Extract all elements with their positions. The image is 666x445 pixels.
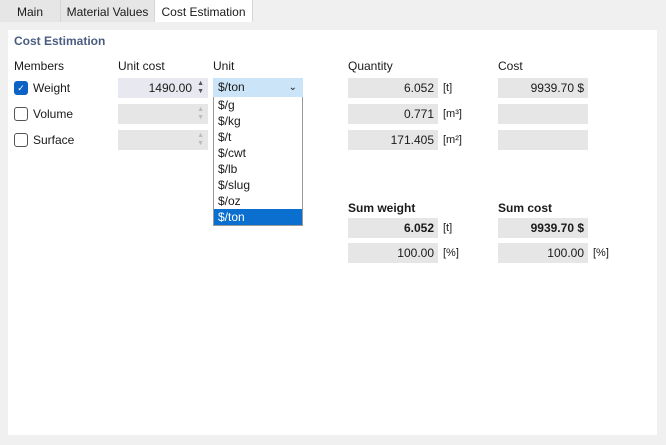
sum-weight-unit: [t] [443,222,453,234]
sum-weight-header: Sum weight [348,201,416,215]
volume-quantity-field: 0.771 [348,104,438,124]
spinner-icon: ▲ ▼ [197,106,204,121]
sum-cost-percent-unit: [%] [593,247,609,259]
sum-cost-percent-field: 100.00 [498,243,588,263]
sum-cost-field: 9939.70 $ [498,218,588,238]
volume-checkbox[interactable] [14,107,28,121]
weight-cost-field: 9939.70 $ [498,78,588,98]
unit-option-selected[interactable]: $/ton [214,209,302,225]
weight-unit-cost-value: 1490.00 [148,81,192,95]
surface-checkbox[interactable] [14,133,28,147]
sum-weight-percent-field: 100.00 [348,243,438,263]
weight-unit-cost-input[interactable]: 1490.00 ▲ ▼ [118,78,208,98]
unit-option[interactable]: $/slug [218,178,251,192]
unit-option[interactable]: $/g [218,98,235,112]
tab-main[interactable]: Main [0,0,61,22]
tab-material-values[interactable]: Material Values [61,0,155,22]
volume-quantity-unit: [m³] [443,108,462,120]
tab-cost-estimation[interactable]: Cost Estimation [155,0,253,22]
weight-quantity-unit: [t] [443,82,453,94]
section-title: Cost Estimation [14,34,106,48]
sum-weight-field: 6.052 [348,218,438,238]
spinner-icon: ▲ ▼ [197,132,204,147]
chevron-down-icon: ⌄ [288,82,297,93]
volume-unit-cost-input[interactable]: ▲ ▼ [118,104,208,124]
unit-dropdown[interactable]: $/ton ⌄ [213,78,303,97]
unit-option[interactable]: $/cwt [218,146,247,160]
surface-quantity-field: 171.405 [348,130,438,150]
check-icon: ✓ [17,83,25,93]
members-header: Members [14,59,65,73]
surface-unit-cost-input[interactable]: ▲ ▼ [118,130,208,150]
unit-option[interactable]: $/kg [218,114,241,128]
sum-weight-percent-unit: [%] [443,247,459,259]
unit-option[interactable]: $/lb [218,162,238,176]
unit-dropdown-list: $/g $/kg $/t $/cwt $/lb $/slug $/oz $/to… [213,97,303,226]
surface-quantity-unit: [m²] [443,134,462,146]
unit-option[interactable]: $/oz [218,194,241,208]
sum-cost-header: Sum cost [498,201,553,215]
quantity-header: Quantity [348,59,393,73]
weight-quantity-field: 6.052 [348,78,438,98]
unit-option[interactable]: $/t [218,130,232,144]
weight-checkbox[interactable]: ✓ [14,81,28,95]
unit-header: Unit [213,59,235,73]
volume-cost-field [498,104,588,124]
weight-label: Weight [33,81,71,95]
cost-header: Cost [498,59,523,73]
volume-label: Volume [33,107,74,121]
surface-cost-field [498,130,588,150]
surface-label: Surface [33,133,75,147]
spinner-icon[interactable]: ▲ ▼ [197,80,204,95]
unit-cost-header: Unit cost [118,59,165,73]
unit-selected-value: $/ton [218,80,245,94]
